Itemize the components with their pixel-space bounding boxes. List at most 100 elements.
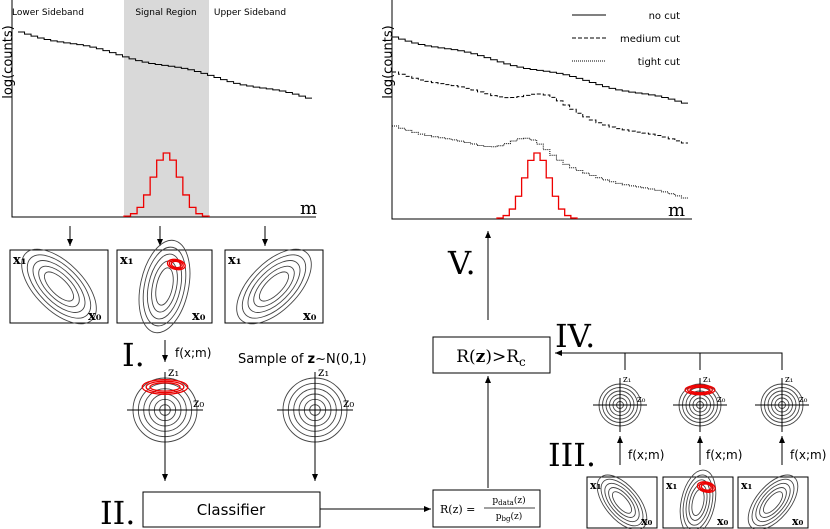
text: R( xyxy=(456,347,475,367)
axis-label: x₁ xyxy=(13,253,26,268)
text: (z) xyxy=(514,495,526,506)
denominator: pbg(z) xyxy=(496,511,523,523)
flow-label: f(x;m) xyxy=(790,448,826,462)
flow-label: f(x;m) xyxy=(175,346,211,360)
axis-label: x₀ xyxy=(641,515,653,528)
contour-box xyxy=(9,249,109,324)
contour xyxy=(168,259,184,270)
step-label: V. xyxy=(447,244,476,282)
text: (z) xyxy=(510,511,522,522)
axis-label: z₀ xyxy=(799,395,808,405)
flow-label: f(x;m) xyxy=(706,448,742,462)
contour xyxy=(762,491,784,514)
contour xyxy=(608,487,636,518)
contour xyxy=(38,265,80,308)
contour xyxy=(600,478,644,527)
axis-label: z₁ xyxy=(318,365,329,379)
contour xyxy=(696,481,716,493)
contour xyxy=(253,265,295,308)
histogram xyxy=(392,125,688,199)
contour xyxy=(700,483,712,491)
contour xyxy=(43,271,75,302)
axis-label: x₁ xyxy=(228,253,241,268)
latent-axes xyxy=(127,372,203,448)
cut-label: R(z)>Rc xyxy=(456,347,526,369)
histogram xyxy=(392,71,688,144)
classifier-label: Classifier xyxy=(197,501,266,519)
axis-label: x₁ xyxy=(741,479,753,492)
text: data xyxy=(498,499,514,507)
contour xyxy=(755,482,791,523)
histogram xyxy=(392,36,688,104)
contour xyxy=(685,479,711,526)
axis-label: x₁ xyxy=(590,479,602,492)
region-label: Signal Region xyxy=(135,8,196,18)
contour-box xyxy=(737,476,809,529)
axis-label: z₀ xyxy=(637,395,646,405)
axis-label: x₀ xyxy=(88,309,102,324)
x-label: m xyxy=(300,198,317,219)
latent-axes xyxy=(277,372,353,448)
histogram xyxy=(18,31,312,99)
axis-label: z₀ xyxy=(193,396,204,410)
step-label: I. xyxy=(122,336,145,374)
signal-region xyxy=(124,0,209,217)
contour xyxy=(141,378,189,395)
contour xyxy=(596,474,648,529)
contour xyxy=(145,380,185,394)
contour xyxy=(689,386,711,394)
contour xyxy=(751,478,795,527)
axis-label: z₁ xyxy=(703,375,711,385)
text: c xyxy=(519,355,526,369)
axis-label: z₀ xyxy=(717,395,726,405)
x-label: m xyxy=(668,200,685,221)
latent-axes xyxy=(755,378,809,432)
contour xyxy=(26,254,92,319)
contour-box xyxy=(224,249,324,324)
contour xyxy=(684,384,716,396)
contour xyxy=(247,260,301,313)
text: p xyxy=(496,512,502,522)
text: p xyxy=(492,496,498,506)
axis-label: z₁ xyxy=(168,365,179,379)
y-label: log(counts) xyxy=(1,25,16,98)
contour xyxy=(604,482,640,523)
text: z xyxy=(308,352,316,367)
contour xyxy=(759,487,787,518)
axes xyxy=(391,0,692,220)
contour xyxy=(682,474,714,529)
axis-label: z₀ xyxy=(343,396,354,410)
text: z xyxy=(476,347,486,367)
ratio-box xyxy=(432,489,541,528)
contour xyxy=(32,260,86,313)
region-label: Lower Sideband xyxy=(12,8,84,18)
connector xyxy=(624,352,783,370)
contour xyxy=(170,260,182,269)
contour xyxy=(679,469,717,529)
legend-text: no cut xyxy=(649,11,680,22)
contour xyxy=(686,385,714,395)
axis-label: x₀ xyxy=(303,309,317,324)
contour xyxy=(258,271,290,302)
contour xyxy=(21,248,97,325)
numerator: pdata(z) xyxy=(492,495,525,507)
contour xyxy=(241,254,307,319)
text: Sample of xyxy=(238,352,308,367)
latent-axes xyxy=(593,378,647,432)
axis-label: z₁ xyxy=(785,375,793,385)
step-label: II. xyxy=(100,494,135,529)
contour xyxy=(146,253,183,320)
contour xyxy=(698,482,714,492)
text: bg xyxy=(502,515,511,523)
text: )>R xyxy=(485,347,520,367)
contour xyxy=(149,382,181,392)
axis-label: x₀ xyxy=(717,515,729,528)
y-label: log(counts) xyxy=(381,25,396,98)
contour xyxy=(747,474,799,529)
signal-histogram xyxy=(496,152,578,219)
legend-text: medium cut xyxy=(620,34,680,45)
cut-box xyxy=(432,336,551,374)
sample-label: Sample of z~N(0,1) xyxy=(238,352,367,367)
contour xyxy=(166,258,186,271)
